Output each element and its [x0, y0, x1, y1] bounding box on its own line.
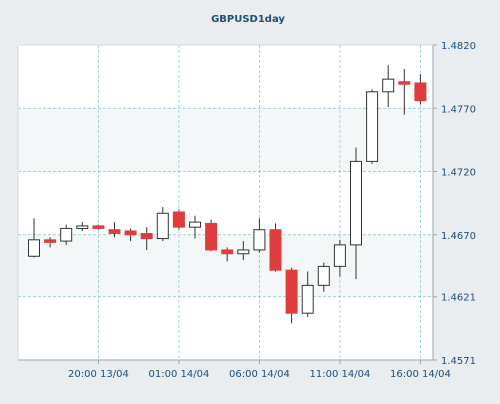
- candle: [398, 69, 411, 115]
- candle-body-up: [237, 249, 250, 255]
- axes: [17, 44, 434, 361]
- x-tick-label: 20:00 13/04: [68, 369, 129, 380]
- candle-body-down: [44, 239, 57, 243]
- candle: [124, 228, 137, 242]
- candle-body-up: [28, 239, 40, 257]
- x-tick-label: 16:00 14/04: [390, 369, 451, 380]
- candle-body-up: [333, 244, 346, 267]
- candle: [317, 262, 330, 292]
- candle: [189, 215, 201, 239]
- y-tick-label: 1.4571: [441, 356, 476, 367]
- candle: [205, 219, 218, 252]
- y-tick-label: 1.4720: [441, 168, 476, 179]
- candle: [366, 89, 379, 164]
- grid-band: [18, 108, 433, 172]
- candle: [285, 267, 298, 324]
- y-tick-label: 1.4820: [441, 41, 476, 52]
- candle-body-down: [124, 230, 137, 236]
- candle: [44, 237, 57, 248]
- candle: [156, 206, 169, 242]
- candle: [237, 241, 250, 261]
- chart-title: GBPUSD1day: [211, 14, 285, 25]
- x-tick-label: 11:00 14/04: [309, 369, 370, 380]
- candle: [28, 218, 40, 258]
- candle: [60, 224, 73, 245]
- y-tick-label: 1.4621: [441, 293, 476, 304]
- candle: [382, 65, 395, 107]
- candle-body-down: [140, 232, 153, 240]
- candle: [253, 218, 266, 253]
- candle-body-down: [108, 229, 121, 234]
- candle-body-up: [317, 265, 330, 286]
- plot-area: [18, 45, 433, 360]
- candle-body-up: [301, 284, 314, 314]
- candle-body-down: [172, 211, 185, 228]
- candle-body-up: [189, 221, 201, 228]
- y-axis-ticks: 1.4571 1.4621 1.4670 1.4720 1.4770 1.4820: [433, 41, 476, 367]
- candle-body-down: [269, 229, 282, 271]
- candle-body-up: [350, 160, 362, 246]
- candle-body-down: [285, 269, 298, 314]
- y-tick-label: 1.4770: [441, 104, 476, 115]
- candle-body-down: [205, 222, 218, 251]
- candle: [350, 147, 362, 280]
- candle: [301, 271, 314, 317]
- candle: [172, 209, 185, 230]
- candle: [414, 74, 427, 105]
- grid-band: [18, 234, 433, 297]
- candle-body-down: [221, 249, 234, 255]
- candles: [28, 65, 427, 324]
- x-axis-ticks: 20:00 13/04 01:00 14/04 06:00 14/04 11:00 1…: [68, 360, 451, 380]
- candle: [333, 239, 346, 277]
- candle: [269, 223, 282, 272]
- candle-body-up: [366, 91, 379, 162]
- candle: [92, 224, 105, 230]
- candle-body-up: [382, 78, 395, 93]
- y-tick-label: 1.4670: [441, 231, 476, 242]
- candle-body-down: [92, 225, 105, 229]
- candle-body-up: [76, 225, 89, 229]
- x-tick-label: 01:00 14/04: [148, 369, 209, 380]
- candle-body-up: [60, 227, 73, 242]
- candle-body-down: [398, 81, 411, 85]
- candle: [140, 227, 153, 250]
- candle: [76, 222, 89, 231]
- candle: [221, 247, 234, 262]
- plot-background: [18, 45, 433, 360]
- x-tick-label: 06:00 14/04: [229, 369, 290, 380]
- candle: [108, 222, 121, 238]
- candle-body-up: [156, 212, 169, 240]
- candle-body-down: [414, 82, 427, 102]
- candle-body-up: [253, 229, 266, 251]
